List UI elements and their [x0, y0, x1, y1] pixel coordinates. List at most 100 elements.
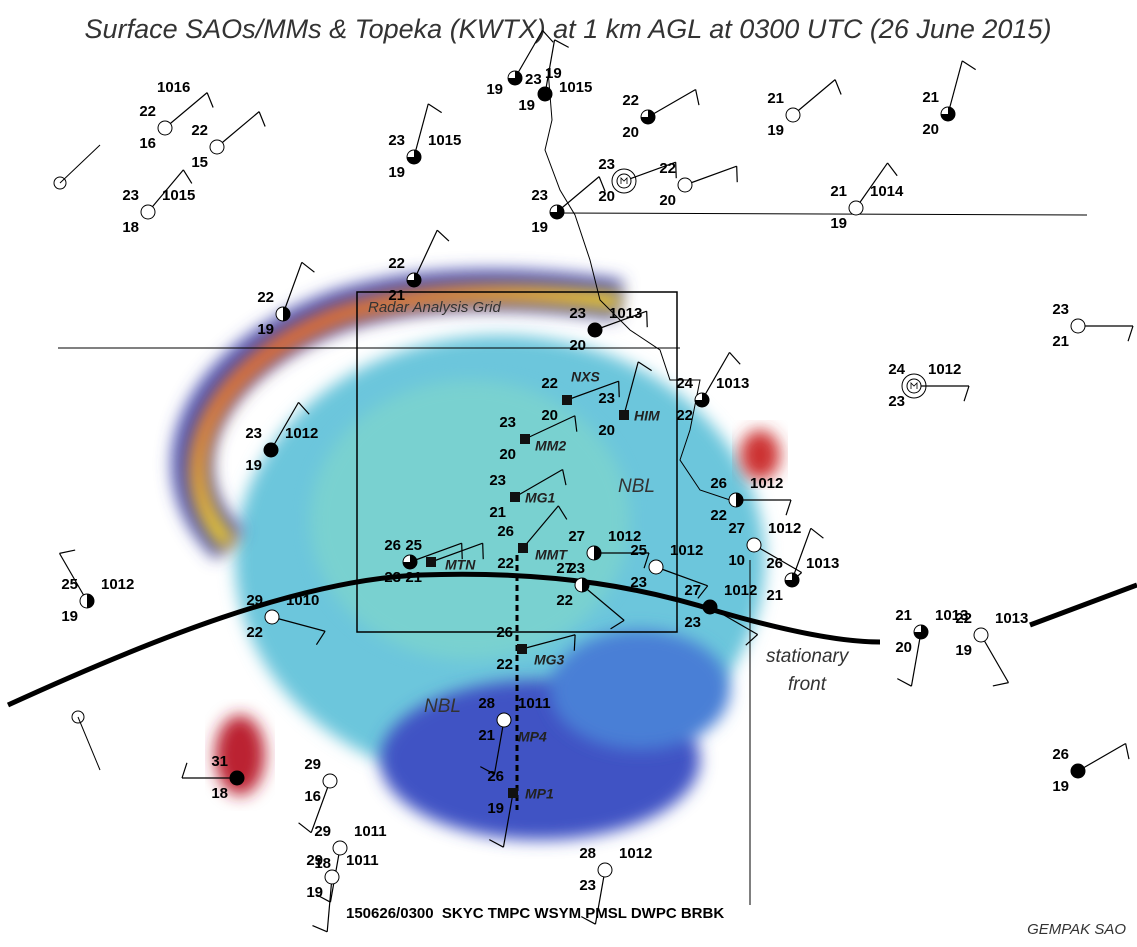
wind-barb	[483, 543, 484, 559]
wind-barb	[259, 112, 265, 127]
wind-staff	[685, 166, 737, 185]
sky-cover	[333, 841, 347, 855]
wind-barb	[489, 840, 503, 848]
pressure: 1013	[806, 555, 839, 572]
temperature: 26	[497, 523, 514, 540]
temperature: 27	[728, 520, 745, 537]
dewpoint: 15	[191, 154, 208, 171]
sky-cover	[538, 87, 552, 101]
temperature: 22	[659, 160, 676, 177]
wind-barb	[962, 61, 975, 70]
sky-cover	[747, 538, 761, 552]
site-id: MG3	[534, 652, 565, 668]
wind-barb	[619, 381, 620, 397]
dewpoint: 21	[388, 287, 405, 304]
dewpoint: 22	[246, 624, 263, 641]
sky-cover	[158, 121, 172, 135]
mesonet-site	[520, 434, 530, 444]
temperature: 23	[489, 472, 506, 489]
station: 23201013	[569, 305, 647, 354]
wind-staff	[793, 80, 835, 115]
wind-barb	[647, 311, 648, 327]
dewpoint: 19	[487, 800, 504, 817]
sky-cover	[974, 628, 988, 642]
station: 2215	[191, 112, 265, 171]
wind-barb	[183, 170, 191, 184]
sky-cover	[265, 610, 279, 624]
station: 26211013	[766, 528, 839, 604]
station: 2120	[922, 61, 975, 138]
dewpoint: 19	[245, 457, 262, 474]
wind-barb	[437, 230, 449, 241]
wind-barb	[302, 262, 315, 272]
pressure: 1012	[768, 520, 801, 537]
pressure: 1014	[870, 183, 904, 200]
dewpoint: 19	[61, 608, 78, 625]
wind-staff	[648, 90, 696, 118]
temperature: 29	[314, 823, 331, 840]
dewpoint: 21	[405, 569, 422, 586]
temperature: 26	[384, 537, 401, 554]
wind-barb	[182, 763, 187, 778]
temperature: 22	[388, 255, 405, 272]
site-id: NXS	[571, 369, 600, 385]
temperature: 27	[568, 528, 585, 545]
wind-staff	[911, 632, 921, 686]
dewpoint: 22	[497, 555, 514, 572]
sky-cover	[849, 201, 863, 215]
pressure: 1012	[670, 542, 703, 559]
temperature: 26	[496, 624, 513, 641]
station: 22161016	[139, 79, 213, 152]
temperature: 24	[888, 361, 905, 378]
dewpoint: 19	[257, 321, 274, 338]
dewpoint: 18	[122, 219, 139, 236]
sky-cover	[678, 178, 692, 192]
station: 24231012	[888, 361, 969, 410]
sky-cover	[323, 774, 337, 788]
station: 2319	[531, 177, 605, 236]
temperature: 22	[257, 289, 274, 306]
wind-barb	[574, 635, 575, 651]
dewpoint: 21	[1052, 333, 1069, 350]
temperature: 21	[767, 90, 784, 107]
wind-barb	[1128, 326, 1133, 341]
pressure: 1012	[101, 576, 134, 593]
wind-barb	[888, 163, 898, 176]
mesonet-site	[426, 557, 436, 567]
dewpoint: 23	[579, 877, 596, 894]
mesonet-site	[508, 788, 518, 798]
dewpoint: 22	[556, 592, 573, 609]
wind-staff	[327, 877, 332, 932]
dewpoint: 20	[659, 192, 676, 209]
station: 21191014	[830, 163, 904, 232]
temperature: 31	[211, 753, 228, 770]
station: 2619	[1052, 744, 1129, 795]
temperature: 23	[525, 71, 542, 88]
pressure: 1012	[619, 845, 652, 862]
sky-cover	[786, 108, 800, 122]
temperature: 23	[569, 305, 586, 322]
temperature: 22	[622, 92, 639, 109]
dewpoint: 16	[139, 135, 156, 152]
temperature: 23	[245, 425, 262, 442]
dewpoint: 23	[888, 393, 905, 410]
sky-cover	[1071, 319, 1085, 333]
mesonet-site	[510, 492, 520, 502]
sky-cover	[703, 600, 717, 614]
dewpoint: 19	[306, 884, 323, 901]
temperature: 23	[598, 390, 615, 407]
dewpoint: 21	[489, 504, 506, 521]
site-id: HIM	[634, 408, 660, 424]
dewpoint: 19	[767, 122, 784, 139]
wind-barb	[835, 80, 841, 95]
wind-staff	[557, 177, 599, 212]
mesonet-site	[518, 543, 528, 553]
pressure: 1011	[518, 695, 551, 712]
temperature: 29	[304, 756, 321, 773]
front-label: front	[788, 674, 827, 695]
site-id: MM2	[535, 438, 566, 454]
temperature: 26	[487, 768, 504, 785]
sky-cover	[87, 594, 94, 608]
